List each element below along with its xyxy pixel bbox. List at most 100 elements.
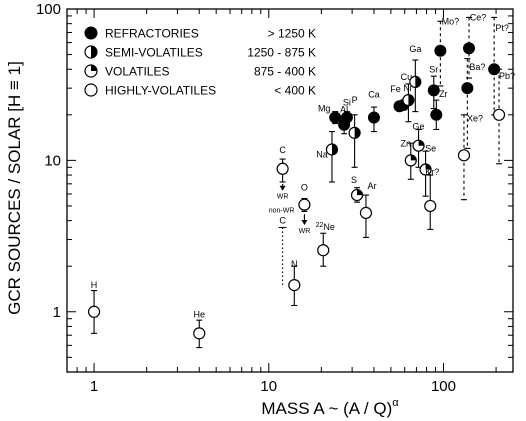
point-label: O — [301, 183, 308, 193]
legend-marker — [84, 45, 98, 59]
point-marker — [434, 44, 447, 57]
legend-marker — [84, 64, 98, 78]
point-marker — [404, 154, 417, 167]
data-point: N — [288, 259, 301, 307]
point-label: Ge — [413, 122, 425, 132]
point-marker — [427, 84, 440, 97]
legend-range: > 1250 K — [268, 27, 316, 41]
point-label: Ce? — [470, 12, 487, 22]
annotation-layer: non-WRC WR WR — [269, 183, 311, 286]
legend-entry: VOLATILES 875 - 400 K — [84, 64, 316, 79]
plot-frame — [66, 8, 514, 373]
point-label: Sr — [429, 64, 438, 74]
y-tick-label: 100 — [36, 1, 61, 18]
point-marker — [329, 111, 342, 124]
legend-marker — [84, 83, 98, 97]
data-point: H — [87, 280, 101, 334]
data-point: Si — [340, 97, 353, 125]
x-tick-label: 10 — [260, 378, 277, 395]
axes-layer — [66, 8, 514, 373]
point-label: Mg — [318, 103, 331, 113]
wr-arrow-annotation: WR — [277, 183, 289, 201]
point-label: Al — [340, 105, 348, 115]
data-point: Cu — [401, 72, 415, 123]
y-tick-label: 1 — [53, 304, 61, 321]
point-label: Zr — [439, 89, 448, 99]
legend-range: < 400 K — [274, 84, 316, 98]
non-wr-element-label: C — [279, 216, 286, 226]
point-marker — [325, 143, 339, 156]
point-label: Zn — [401, 138, 412, 148]
data-point: Sr — [427, 64, 440, 110]
data-point: Se — [419, 144, 436, 197]
data-point: Ba? — [461, 58, 485, 149]
data-point: Pb? — [492, 68, 515, 165]
data-point: Ce? — [463, 12, 487, 79]
legend: REFRACTORIES > 1250 K SEMI-VOLATILES 1250 -… — [84, 26, 316, 98]
point-marker — [317, 244, 330, 257]
wr-arrow-annotation: WR — [299, 214, 311, 235]
point-marker — [412, 139, 425, 152]
point-label: Ca — [368, 89, 380, 99]
wr-arrow-head — [301, 219, 308, 225]
point-label: Si — [343, 97, 351, 107]
legend-entry: REFRACTORIES > 1250 K — [84, 26, 316, 41]
wr-arrow-head — [279, 185, 286, 191]
point-label: Pb? — [499, 71, 515, 81]
point-label: Ar — [367, 181, 376, 191]
legend-entry: SEMI-VOLATILES 1250 - 875 K — [84, 45, 316, 60]
data-point: Ge — [412, 122, 425, 168]
data-point: Mo? — [434, 17, 460, 87]
point-marker — [193, 327, 206, 340]
non-wr-annotation: non-WRC — [269, 208, 294, 286]
data-point: Zr — [430, 89, 448, 131]
data-point: P — [348, 95, 361, 168]
wr-label: WR — [277, 194, 289, 201]
point-label: Ni — [403, 83, 412, 93]
data-point: 22Ne — [316, 222, 335, 267]
point-marker — [461, 82, 474, 95]
data-point: O — [298, 183, 311, 212]
x-axis-title: MASS A ~ (A / Q)α — [261, 397, 399, 418]
data-point: Xe? — [457, 113, 483, 201]
point-label: Kr? — [425, 167, 439, 177]
point-label: Se — [425, 144, 436, 154]
data-point: C — [276, 145, 289, 183]
legend-range: 1250 - 875 K — [247, 46, 316, 60]
point-marker — [340, 111, 353, 124]
legend-name: HIGHLY-VOLATILES — [105, 84, 216, 98]
point-marker — [430, 108, 443, 121]
point-label: Ba? — [469, 62, 485, 72]
wr-label: WR — [299, 228, 311, 235]
data-point: Ar — [359, 181, 376, 238]
point-label: He — [193, 309, 205, 319]
data-point: He — [193, 309, 206, 349]
point-marker — [276, 162, 289, 175]
point-marker — [348, 126, 361, 139]
point-label: Na — [316, 149, 328, 159]
data-point: Mg — [318, 103, 342, 125]
data-point: Ga — [409, 44, 422, 113]
point-label: 22Ne — [316, 222, 335, 232]
point-marker — [87, 305, 101, 318]
point-marker — [359, 206, 373, 219]
point-marker — [424, 199, 437, 213]
data-point: Kr? — [424, 167, 439, 230]
point-marker — [419, 163, 432, 176]
x-tick-label: 100 — [431, 378, 456, 395]
point-label: Fe — [390, 84, 401, 94]
point-marker — [298, 198, 311, 211]
x-axis-title-superscript: α — [392, 397, 399, 409]
legend-range: 875 - 400 K — [254, 65, 316, 79]
tick-layer: 1 10 100 1 10 100 — [36, 1, 513, 395]
legend-marker — [84, 26, 98, 40]
legend-name: REFRACTORIES — [105, 27, 199, 41]
point-marker — [463, 42, 476, 55]
point-marker — [288, 279, 301, 292]
point-label: P — [352, 95, 358, 105]
point-label: C — [279, 145, 286, 155]
point-label: Ga — [409, 44, 421, 54]
point-label: Mo? — [442, 17, 460, 27]
point-label: N — [291, 259, 298, 269]
